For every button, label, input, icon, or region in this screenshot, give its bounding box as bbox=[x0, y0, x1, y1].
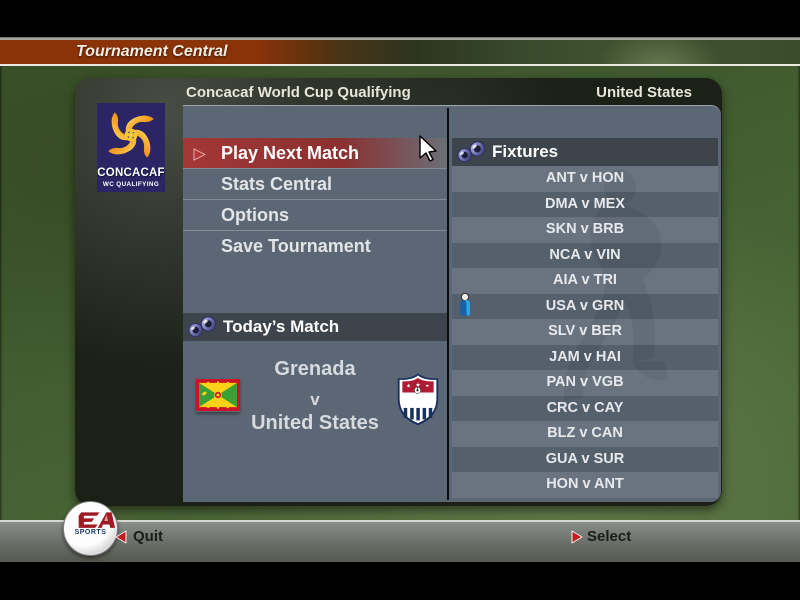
svg-text:U: U bbox=[404, 382, 412, 394]
svg-text:S: S bbox=[424, 382, 431, 394]
